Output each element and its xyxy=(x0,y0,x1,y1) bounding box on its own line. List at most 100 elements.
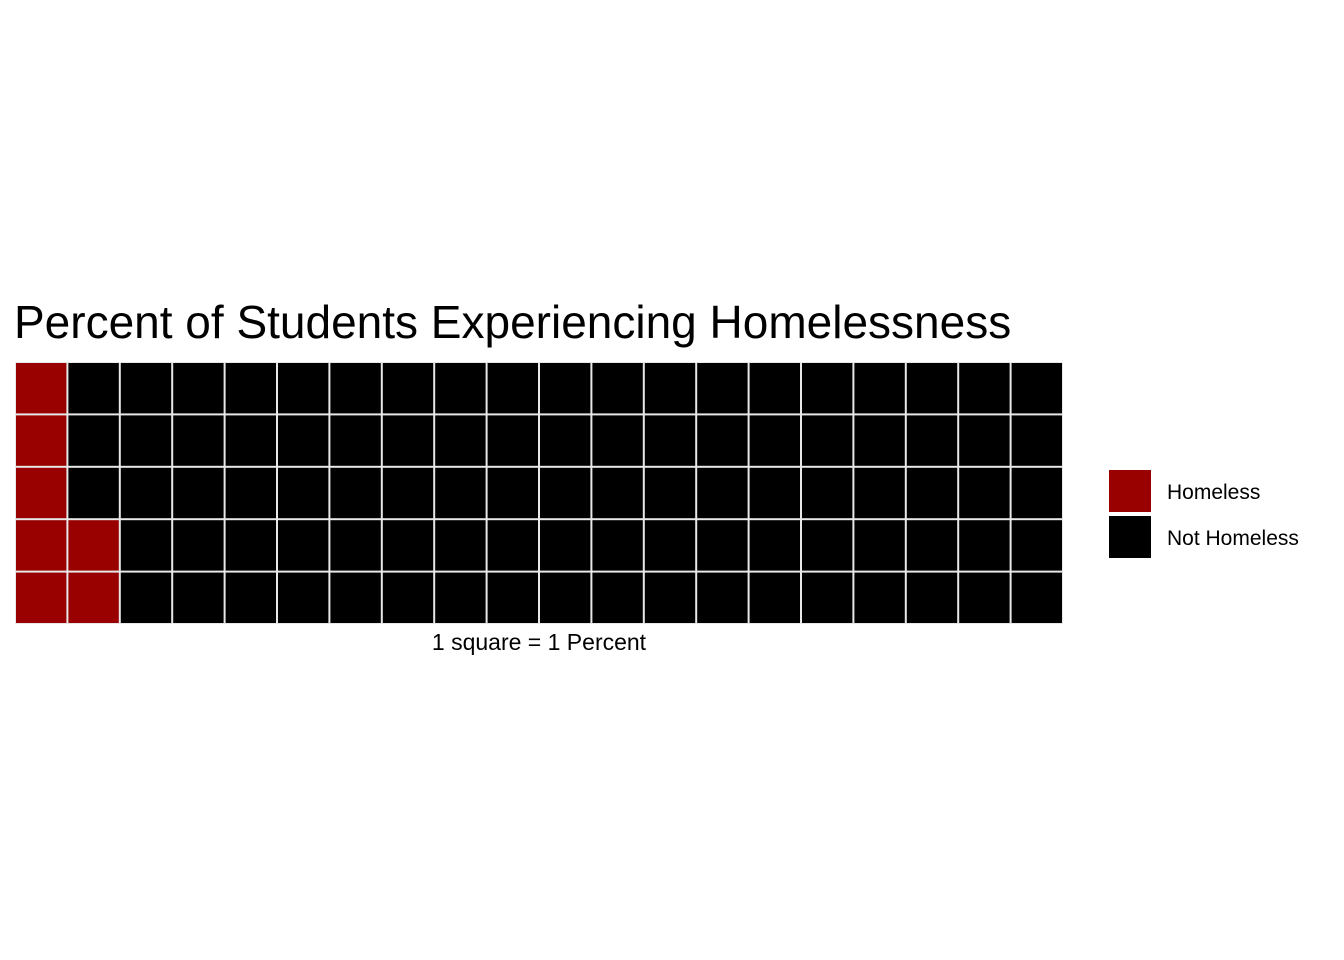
waffle-square-not-homeless xyxy=(749,415,800,466)
waffle-square-not-homeless xyxy=(644,572,696,623)
waffle-square-not-homeless xyxy=(540,363,591,414)
waffle-square-not-homeless xyxy=(278,572,329,623)
waffle-square-not-homeless xyxy=(173,467,224,519)
waffle-square-not-homeless xyxy=(592,520,643,571)
waffle-square-not-homeless xyxy=(225,467,276,519)
waffle-square-not-homeless xyxy=(330,520,381,571)
waffle-square-not-homeless xyxy=(225,415,276,466)
waffle-square-not-homeless xyxy=(382,467,434,519)
waffle-square-not-homeless xyxy=(173,415,224,466)
waffle-square-not-homeless xyxy=(540,520,591,571)
waffle-square-not-homeless xyxy=(644,363,696,414)
waffle-square-not-homeless xyxy=(802,520,853,571)
waffle-square-not-homeless xyxy=(540,415,591,466)
waffle-square-homeless xyxy=(16,520,67,571)
waffle-square-not-homeless xyxy=(1011,363,1062,414)
waffle-square-not-homeless xyxy=(435,363,486,414)
waffle-square-not-homeless xyxy=(959,415,1010,466)
waffle-square-not-homeless xyxy=(225,363,276,414)
waffle-square-not-homeless xyxy=(592,572,643,623)
legend: Homeless Not Homeless xyxy=(1109,470,1299,558)
waffle-square-not-homeless xyxy=(854,415,905,466)
waffle-square-not-homeless xyxy=(278,520,329,571)
waffle-square-not-homeless xyxy=(487,363,538,414)
waffle-square-not-homeless xyxy=(906,467,958,519)
waffle-square-not-homeless xyxy=(906,415,958,466)
waffle-square-not-homeless xyxy=(120,415,172,466)
waffle-square-not-homeless xyxy=(487,520,538,571)
waffle-square-not-homeless xyxy=(749,363,800,414)
waffle-square-not-homeless xyxy=(697,520,748,571)
waffle-square-homeless xyxy=(16,572,67,623)
waffle-square-not-homeless xyxy=(749,467,800,519)
waffle-square-not-homeless xyxy=(120,363,172,414)
waffle-square-not-homeless xyxy=(278,415,329,466)
waffle-square-not-homeless xyxy=(120,467,172,519)
waffle-square-not-homeless xyxy=(173,520,224,571)
waffle-square-not-homeless xyxy=(697,415,748,466)
waffle-square-not-homeless xyxy=(540,467,591,519)
waffle-square-not-homeless xyxy=(382,363,434,414)
waffle-square-not-homeless xyxy=(592,363,643,414)
waffle-square-not-homeless xyxy=(487,572,538,623)
waffle-square-not-homeless xyxy=(330,467,381,519)
waffle-square-not-homeless xyxy=(487,415,538,466)
waffle-square-not-homeless xyxy=(854,363,905,414)
waffle-square-not-homeless xyxy=(278,363,329,414)
waffle-square-not-homeless xyxy=(382,572,434,623)
waffle-square-not-homeless xyxy=(435,415,486,466)
waffle-square-not-homeless xyxy=(749,572,800,623)
waffle-square-not-homeless xyxy=(959,467,1010,519)
legend-label-homeless: Homeless xyxy=(1167,481,1260,504)
waffle-square-not-homeless xyxy=(540,572,591,623)
waffle-square-not-homeless xyxy=(225,572,276,623)
waffle-square-not-homeless xyxy=(278,467,329,519)
waffle-square-homeless xyxy=(16,467,67,519)
waffle-square-not-homeless xyxy=(592,467,643,519)
waffle-square-not-homeless xyxy=(802,467,853,519)
waffle-square-not-homeless xyxy=(382,415,434,466)
chart-title: Percent of Students Experiencing Homeles… xyxy=(14,296,1011,348)
waffle-square-not-homeless xyxy=(225,520,276,571)
waffle-square-not-homeless xyxy=(644,415,696,466)
waffle-square-not-homeless xyxy=(854,572,905,623)
waffle-square-not-homeless xyxy=(697,467,748,519)
waffle-grid xyxy=(15,362,1063,624)
waffle-square-not-homeless xyxy=(802,363,853,414)
waffle-square-not-homeless xyxy=(330,363,381,414)
waffle-square-not-homeless xyxy=(1011,415,1062,466)
waffle-square-not-homeless xyxy=(1011,572,1062,623)
waffle-square-not-homeless xyxy=(592,415,643,466)
waffle-square-not-homeless xyxy=(435,520,486,571)
waffle-square-homeless xyxy=(16,415,67,466)
chart-caption: 1 square = 1 Percent xyxy=(432,629,647,655)
waffle-square-not-homeless xyxy=(959,520,1010,571)
waffle-square-not-homeless xyxy=(68,467,119,519)
waffle-square-not-homeless xyxy=(854,467,905,519)
waffle-square-not-homeless xyxy=(959,363,1010,414)
waffle-square-not-homeless xyxy=(330,415,381,466)
waffle-square-not-homeless xyxy=(487,467,538,519)
waffle-square-not-homeless xyxy=(906,363,958,414)
waffle-square-not-homeless xyxy=(854,520,905,571)
waffle-frame xyxy=(15,362,1063,624)
waffle-square-not-homeless xyxy=(435,467,486,519)
waffle-square-not-homeless xyxy=(906,572,958,623)
waffle-square-not-homeless xyxy=(697,363,748,414)
waffle-square-not-homeless xyxy=(749,520,800,571)
waffle-square-not-homeless xyxy=(173,572,224,623)
waffle-square-not-homeless xyxy=(644,467,696,519)
waffle-square-not-homeless xyxy=(68,363,119,414)
waffle-square-not-homeless xyxy=(644,520,696,571)
waffle-square-not-homeless xyxy=(435,572,486,623)
waffle-square-not-homeless xyxy=(802,572,853,623)
waffle-square-not-homeless xyxy=(120,572,172,623)
waffle-square-not-homeless xyxy=(959,572,1010,623)
waffle-square-not-homeless xyxy=(68,415,119,466)
legend-label-not-homeless: Not Homeless xyxy=(1167,527,1299,550)
waffle-square-not-homeless xyxy=(173,363,224,414)
waffle-square-not-homeless xyxy=(1011,467,1062,519)
waffle-square-not-homeless xyxy=(802,415,853,466)
waffle-square-homeless xyxy=(68,572,119,623)
